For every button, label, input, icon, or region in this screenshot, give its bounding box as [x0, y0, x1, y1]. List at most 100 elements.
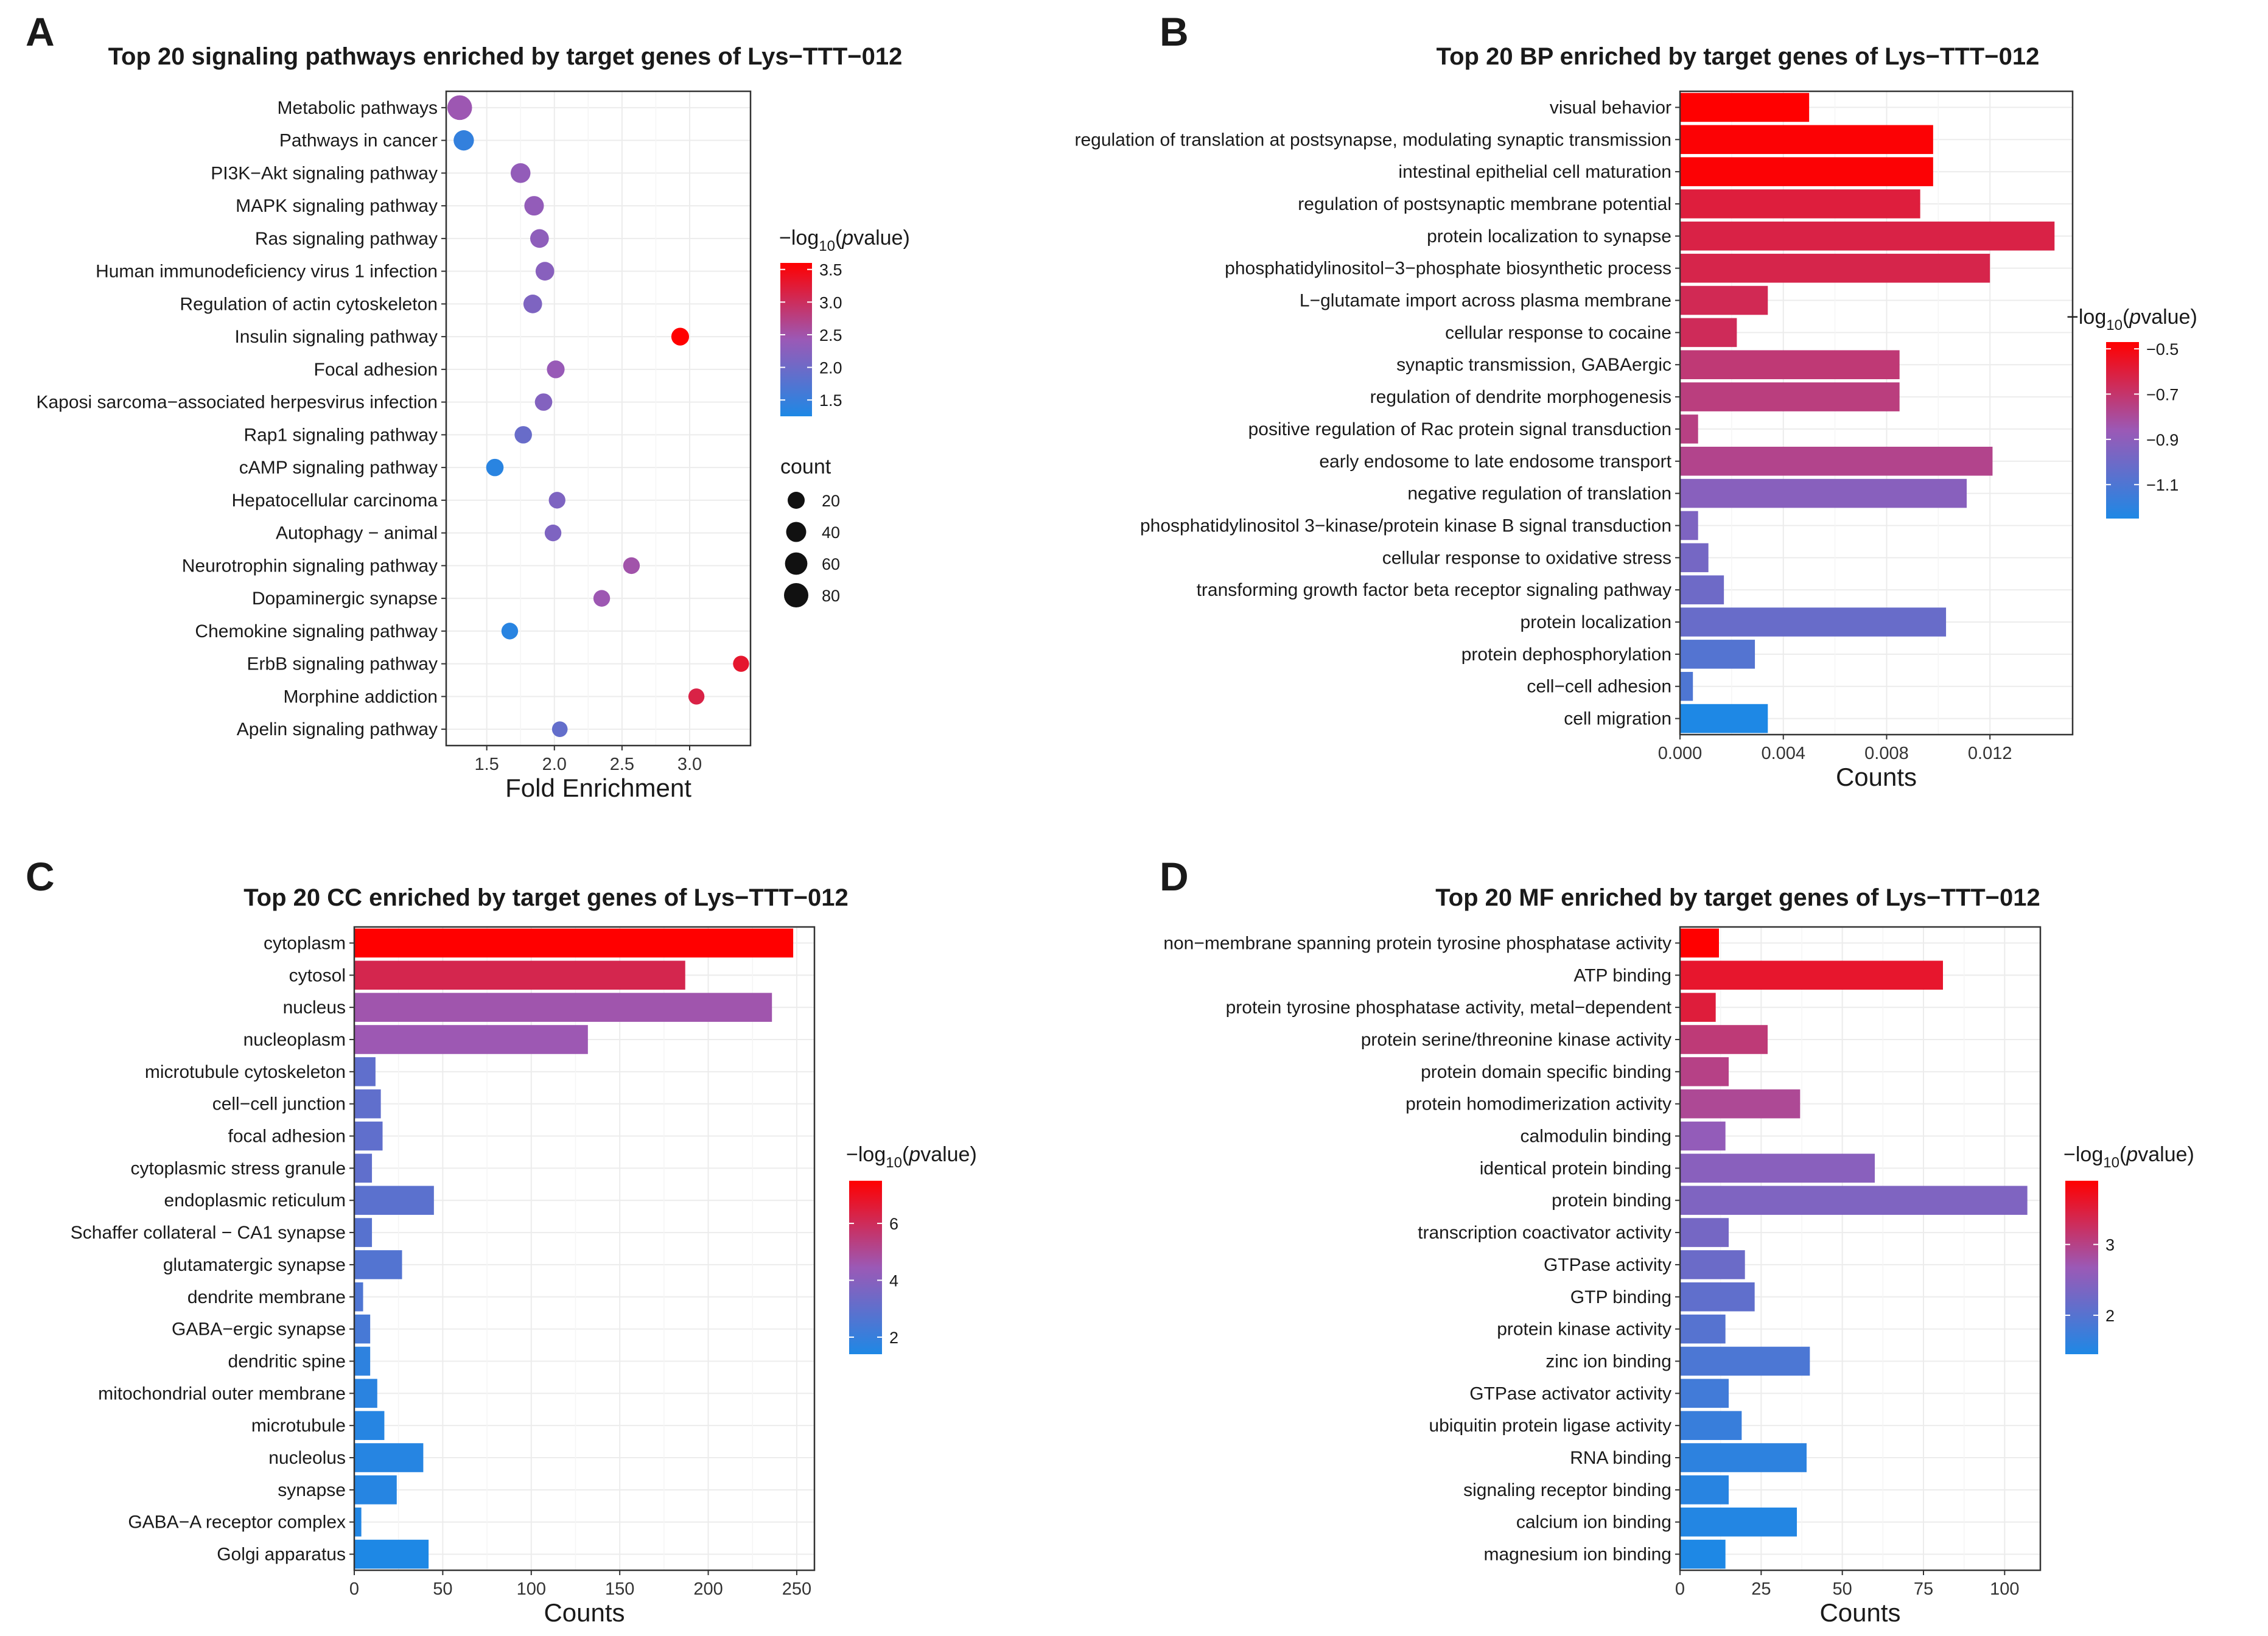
legend-title-paren: ( [2119, 1143, 2127, 1166]
panel-c-colorbar [849, 1181, 882, 1354]
panel-d-x-ticks: 0 25 50 75 100 [1675, 1570, 2020, 1599]
bar [1680, 1443, 1807, 1472]
category-label: cell−cell adhesion [1527, 677, 1671, 697]
panel-d-color-legend-title: −log10(pvalue) [2063, 1143, 2194, 1171]
bar [354, 1346, 371, 1376]
category-label: cell migration [1564, 709, 1671, 729]
legend-title-paren: ( [902, 1143, 909, 1166]
bar [1680, 1121, 1726, 1151]
panel-d-label: D [1160, 854, 1189, 899]
bar [1680, 446, 1993, 476]
bar [1680, 478, 1967, 508]
category-label: cellular response to oxidative stress [1382, 548, 1671, 568]
bar [1680, 928, 1719, 958]
panel-a-category-labels: Metabolic pathways Pathways in cancer PI3K… [36, 98, 446, 739]
panel-a-label: A [26, 9, 55, 54]
category-label: Metabolic pathways [278, 98, 438, 118]
panel-b-title: Top 20 BP enriched by target genes of Ly… [1437, 43, 2040, 70]
data-point [534, 393, 553, 411]
bar [1680, 285, 1768, 315]
category-label: Golgi apparatus [217, 1545, 346, 1565]
colorbar-tick-label: 3 [2105, 1236, 2115, 1254]
panel-d-colorbar-ticks: 32 [2065, 1236, 2115, 1325]
x-tick-label: 75 [1914, 1579, 1933, 1599]
category-label: ErbB signaling pathway [247, 654, 438, 674]
panel-d-x-axis-label: Counts [1819, 1598, 1900, 1627]
colorbar-tick-label: 6 [889, 1215, 898, 1233]
panel-b-category-labels: visual behavior regulation of translation… [1074, 97, 1680, 729]
legend-title-paren: ( [2123, 306, 2130, 329]
panel-c-frame [353, 926, 816, 1571]
x-tick-label: 2.5 [610, 755, 634, 774]
bar [354, 1089, 381, 1119]
legend-title-pre: −log [779, 226, 819, 250]
bar [354, 1475, 397, 1505]
legend-title-sub: 10 [2103, 1155, 2119, 1171]
panel-b-colorbar [2106, 342, 2139, 519]
colorbar-tick-label: 3.5 [819, 261, 842, 279]
panel-b-grid [1679, 91, 2073, 735]
panel-d-colorbar [2065, 1181, 2098, 1354]
category-label: ubiquitin protein ligase activity [1429, 1416, 1671, 1436]
bar [1680, 671, 1693, 701]
category-label: protein kinase activity [1497, 1320, 1671, 1340]
bar [354, 1186, 434, 1215]
bar [1680, 1057, 1729, 1086]
panel-a-marks [447, 95, 749, 737]
category-label: Focal adhesion [314, 360, 438, 380]
size-legend-label: 40 [822, 523, 840, 542]
category-label: Schaffer collateral − CA1 synapse [71, 1223, 346, 1243]
category-label: cytoplasm [264, 933, 346, 953]
category-label: protein binding [1552, 1190, 1671, 1211]
bar [354, 1282, 363, 1312]
bar [1680, 1218, 1729, 1247]
bar [1680, 1507, 1797, 1537]
category-label: Kaposi sarcoma−associated herpesvirus in… [36, 393, 438, 413]
x-tick-label: 0 [1675, 1579, 1685, 1599]
data-point [688, 688, 705, 705]
colorbar-tick-label: 2.0 [819, 359, 842, 377]
category-label: Morphine addiction [284, 687, 438, 707]
category-label: cell−cell junction [212, 1094, 346, 1114]
category-label: calmodulin binding [1521, 1127, 1672, 1147]
bar [1680, 575, 1724, 604]
category-label: Pathways in cancer [279, 131, 438, 151]
x-tick-label: 0.004 [1761, 744, 1805, 763]
x-tick-label: 3.0 [677, 755, 702, 774]
category-label: endoplasmic reticulum [164, 1190, 346, 1211]
category-label: nucleoplasm [243, 1030, 346, 1050]
data-point [523, 295, 542, 313]
panel-d-grid [1679, 927, 2040, 1570]
x-tick-label: 100 [1990, 1579, 2019, 1599]
data-point [548, 492, 565, 509]
bar [1680, 414, 1698, 444]
bar [1680, 222, 2055, 251]
category-label: regulation of dendrite morphogenesis [1370, 387, 1671, 407]
panel-a-colorbar [780, 263, 812, 416]
bar [354, 1153, 373, 1183]
category-label: GABA−A receptor complex [128, 1512, 346, 1533]
bar [1680, 704, 1768, 733]
category-label: focal adhesion [228, 1127, 346, 1147]
legend-title-italic: p [841, 226, 853, 250]
panel-b-marks [1680, 93, 2055, 733]
data-point [623, 557, 640, 575]
panel-b-color-legend-title: −log10(pvalue) [2067, 306, 2197, 334]
x-tick-label: 50 [1833, 1579, 1852, 1599]
category-label: protein homodimerization activity [1405, 1094, 1671, 1114]
category-label: GABA−ergic synapse [172, 1320, 346, 1340]
legend-title-italic: p [2129, 306, 2141, 329]
panel-a: A Top 20 signaling pathways enriched by … [26, 9, 910, 802]
panel-c-grid [354, 927, 814, 1570]
category-label: phosphatidylinositol 3−kinase/protein ki… [1140, 516, 1671, 536]
panel-b-x-ticks: 0.000 0.004 0.008 0.012 [1658, 735, 2012, 763]
panel-d-legend: −log10(pvalue) 32 [2063, 1143, 2194, 1354]
panel-b-colorbar-ticks: −0.5 −0.7 −0.9 −1.1 [2106, 340, 2179, 494]
bar [354, 1379, 377, 1408]
x-tick-label: 0.000 [1658, 744, 1703, 763]
bar [1680, 993, 1716, 1022]
panel-c-title: Top 20 CC enriched by target genes of Ly… [243, 884, 849, 911]
category-label: nucleolus [268, 1448, 346, 1468]
data-point [593, 590, 611, 607]
